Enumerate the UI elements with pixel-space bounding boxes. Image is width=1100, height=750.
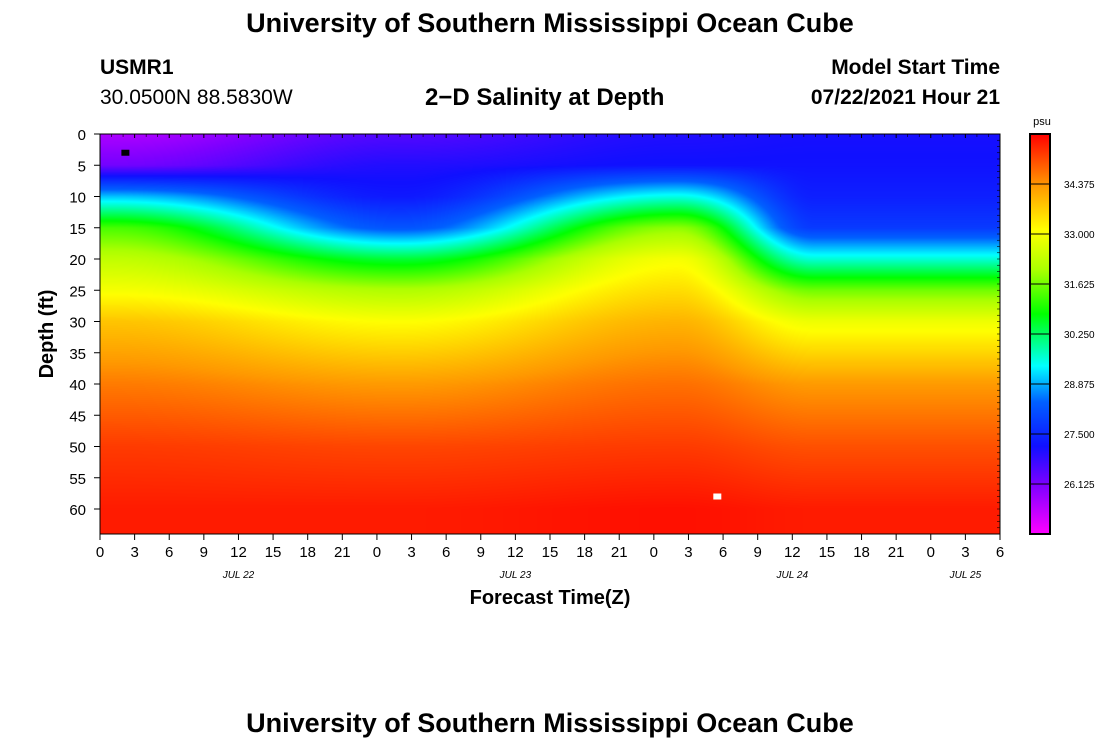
colorbar-tick-label: 33.000: [1064, 230, 1095, 241]
x-tick-label: 9: [200, 544, 208, 561]
colorbar-tick-label: 31.625: [1064, 280, 1095, 291]
salinity-heatmap: [100, 134, 1000, 534]
station-markers: [121, 149, 722, 500]
footer-title: University of Southern Mississippi Ocean…: [246, 708, 854, 738]
y-tick-label: 45: [69, 408, 86, 425]
x-tick-label: 3: [684, 544, 692, 561]
x-tick-label: 9: [754, 544, 762, 561]
colorbar-tick-label: 26.125: [1064, 480, 1095, 491]
y-tick-label: 35: [69, 346, 86, 363]
model-start-value: 07/22/2021 Hour 21: [810, 86, 1000, 109]
y-axis-title: Depth (ft): [36, 290, 58, 379]
y-tick-label: 50: [69, 440, 86, 457]
y-tick-label: 55: [69, 471, 86, 488]
colorbar-unit-label: psu: [1033, 116, 1051, 128]
colorbar-tick-label: 28.875: [1064, 380, 1095, 391]
x-tick-label: 9: [477, 544, 485, 561]
y-tick-label: 25: [69, 283, 86, 300]
station-marker: [713, 493, 722, 500]
x-tick-label: 21: [611, 544, 628, 561]
y-tick-label: 20: [69, 252, 86, 269]
colorbar-tick-label: 34.375: [1064, 180, 1095, 191]
x-tick-label: 15: [265, 544, 282, 561]
station-coordinates: 30.0500N 88.5830W: [100, 86, 293, 109]
model-start-label: Model Start Time: [831, 56, 1000, 79]
x-tick-label: 0: [650, 544, 658, 561]
x-tick-label: 3: [961, 544, 969, 561]
x-axis-title: Forecast Time(Z): [470, 587, 631, 609]
page-title: University of Southern Mississippi Ocean…: [246, 8, 854, 38]
x-tick-label: 0: [96, 544, 104, 561]
x-tick-label: 21: [334, 544, 351, 561]
x-tick-label: 12: [230, 544, 247, 561]
x-tick-label: 18: [576, 544, 593, 561]
colorbar-tick-label: 30.250: [1064, 330, 1095, 341]
x-tick-label: 12: [784, 544, 801, 561]
x-tick-label: 0: [927, 544, 935, 561]
y-tick-label: 60: [69, 502, 86, 519]
date-label: JUL 25: [949, 570, 982, 581]
x-tick-label: 18: [299, 544, 316, 561]
x-tick-label: 15: [542, 544, 559, 561]
x-tick-label: 21: [888, 544, 905, 561]
station-marker: [121, 149, 130, 156]
colorbar-tick-label: 27.500: [1064, 430, 1095, 441]
station-id: USMR1: [100, 56, 174, 79]
date-label: JUL 24: [776, 570, 809, 581]
y-tick-label: 15: [69, 221, 86, 238]
plot-title: 2−D Salinity at Depth: [425, 84, 665, 111]
date-label: JUL 23: [499, 570, 532, 581]
x-tick-label: 0: [373, 544, 381, 561]
y-tick-label: 40: [69, 377, 86, 394]
y-tick-label: 30: [69, 315, 86, 332]
date-label: JUL 22: [222, 570, 255, 581]
x-tick-label: 6: [165, 544, 173, 561]
colorbar-ticks: 34.375 33.000 31.625 30.250 28.875 27.500 26.1…: [1030, 180, 1095, 491]
x-tick-label: 6: [996, 544, 1004, 561]
x-tick-label: 18: [853, 544, 870, 561]
y-axis: 0 5 10 15 20 25 30 35 40 45 50 55 60: [69, 127, 1000, 529]
x-tick-label: 3: [407, 544, 415, 561]
y-tick-label: 5: [78, 158, 86, 175]
x-tick-label: 12: [507, 544, 524, 561]
y-tick-label: 10: [69, 190, 86, 207]
x-tick-label: 15: [819, 544, 836, 561]
x-axis: 0 3 6 9 12 15 18 21 0 3 6 9 12 15 18 21 0 3 6 9 12 15 18 21 0 3 6 J…: [96, 134, 1004, 581]
x-tick-label: 6: [442, 544, 450, 561]
x-tick-label: 6: [719, 544, 727, 561]
x-tick-label: 3: [130, 544, 138, 561]
y-tick-label: 0: [78, 127, 86, 144]
